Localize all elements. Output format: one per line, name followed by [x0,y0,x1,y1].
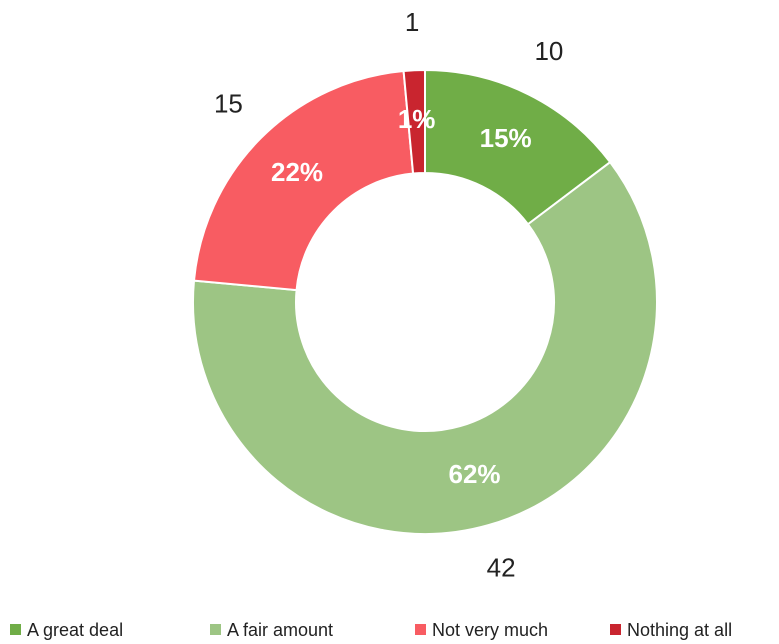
value-label: 1 [405,7,419,37]
legend-label: Nothing at all [627,620,732,640]
value-label: 10 [534,36,563,66]
percent-label: 15% [480,123,532,153]
percent-label: 1% [398,104,436,134]
slice [402,68,426,175]
legend-swatch [210,624,221,635]
percent-label: 62% [449,459,501,489]
legend-swatch [415,624,426,635]
slice [192,69,415,292]
legend-label: A fair amount [227,620,333,640]
percent-label: 22% [271,157,323,187]
slice [192,160,658,535]
legend-label: A great deal [27,620,123,640]
value-label: 15 [214,88,243,118]
value-label: 42 [487,552,516,582]
legend-swatch [610,624,621,635]
legend-label: Not very much [432,620,548,640]
legend-swatch [10,624,21,635]
